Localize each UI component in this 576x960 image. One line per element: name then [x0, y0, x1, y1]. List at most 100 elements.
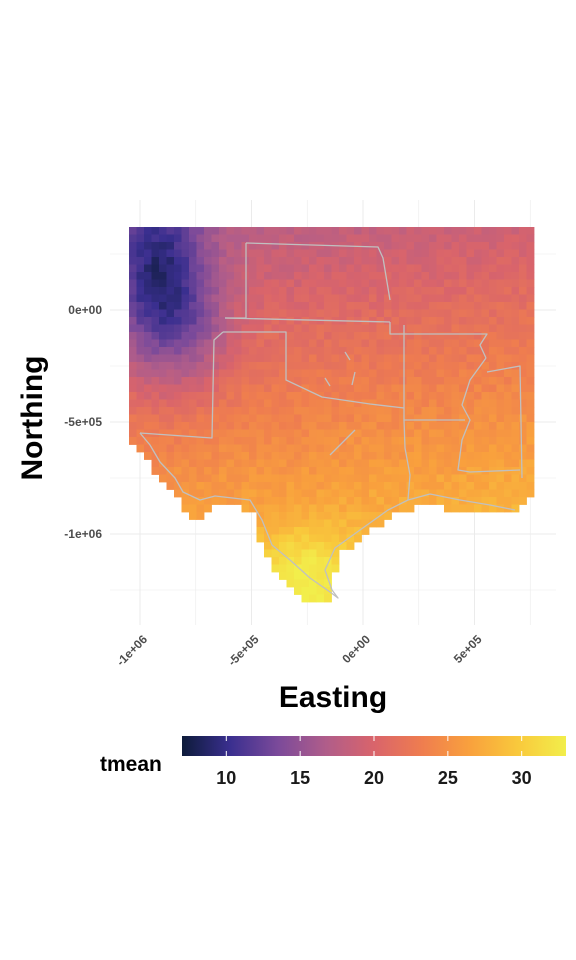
raster-cell — [226, 384, 235, 393]
raster-cell — [234, 414, 242, 423]
raster-cell — [511, 437, 520, 445]
raster-cell — [211, 332, 220, 340]
raster-cell — [466, 227, 475, 235]
raster-cell — [414, 249, 422, 258]
raster-cell — [279, 572, 287, 580]
raster-cell — [226, 489, 235, 498]
raster-cell — [294, 362, 302, 370]
raster-cell — [504, 384, 512, 393]
raster-cell — [294, 549, 302, 558]
raster-cell — [399, 287, 407, 295]
raster-cell — [474, 407, 482, 415]
raster-cell — [414, 257, 422, 265]
y-tick-label: 0e+00 — [68, 303, 102, 317]
raster-cell — [406, 339, 415, 348]
raster-cell — [151, 422, 160, 430]
raster-cell — [436, 362, 445, 370]
raster-cell — [466, 429, 475, 438]
raster-cell — [249, 444, 257, 453]
raster-cell — [286, 564, 295, 573]
raster-cell — [429, 227, 437, 235]
raster-cell — [144, 264, 152, 273]
nebraska-border — [245, 242, 391, 301]
raster-cell — [526, 407, 535, 415]
raster-cell — [369, 392, 377, 400]
raster-cell — [219, 339, 227, 348]
mississippi-river-border — [457, 357, 521, 473]
raster-cell — [384, 317, 392, 325]
raster-cell — [174, 302, 182, 310]
raster-cell — [459, 347, 467, 355]
raster-cell — [496, 309, 505, 318]
raster-cell — [391, 287, 400, 295]
raster-cell — [519, 354, 527, 363]
raster-cell — [234, 489, 242, 498]
raster-cell — [496, 362, 505, 370]
raster-cell — [204, 227, 212, 235]
raster-cell — [219, 407, 227, 415]
raster-cell — [361, 474, 370, 483]
raster-cell — [129, 362, 137, 370]
raster-cell — [399, 227, 407, 235]
raster-cell — [174, 309, 182, 318]
raster-cell — [256, 414, 265, 423]
raster-cell — [504, 332, 512, 340]
raster-cell — [496, 272, 505, 280]
raster-cell — [466, 249, 475, 258]
raster-cell — [181, 369, 190, 378]
raster-cell — [331, 459, 340, 468]
raster-cell — [189, 489, 197, 498]
raster-cell — [496, 497, 505, 505]
raster-cell — [519, 429, 527, 438]
raster-cell — [444, 452, 452, 460]
raster-cell — [301, 444, 310, 453]
raster-cell — [301, 527, 310, 535]
raster-cell — [204, 287, 212, 295]
raster-cell — [204, 474, 212, 483]
raster-cell — [504, 497, 512, 505]
raster-cell — [474, 497, 482, 505]
raster-cell — [511, 429, 520, 438]
raster-cell — [331, 542, 340, 550]
raster-cell — [316, 519, 325, 528]
raster-cell — [249, 392, 257, 400]
raster-cell — [466, 362, 475, 370]
raster-cell — [249, 257, 257, 265]
raster-cell — [174, 369, 182, 378]
raster-cell — [526, 444, 535, 453]
raster-cell — [429, 489, 437, 498]
raster-cell — [136, 384, 145, 393]
raster-cell — [196, 414, 205, 423]
raster-cell — [294, 497, 302, 505]
raster-cell — [466, 347, 475, 355]
raster-cell — [271, 392, 280, 400]
raster-cell — [264, 482, 272, 490]
raster-cell — [264, 422, 272, 430]
texas-gulf-coast — [139, 432, 516, 599]
raster-cell — [346, 519, 355, 528]
lake-detail-2 — [351, 371, 356, 386]
raster-cell — [286, 482, 295, 490]
raster-cell — [384, 377, 392, 385]
raster-cell — [361, 429, 370, 438]
raster-cell — [511, 249, 520, 258]
raster-cell — [384, 324, 392, 333]
raster-cell — [489, 474, 497, 483]
raster-cell — [271, 339, 280, 348]
raster-cell — [219, 347, 227, 355]
raster-cell — [339, 354, 347, 363]
raster-cell — [354, 519, 362, 528]
raster-cell — [526, 234, 535, 243]
raster-cell — [369, 467, 377, 475]
raster-cell — [361, 242, 370, 250]
raster-cell — [451, 467, 460, 475]
raster-cell — [271, 527, 280, 535]
raster-cell — [369, 452, 377, 460]
raster-cell — [489, 482, 497, 490]
raster-cell — [331, 534, 340, 543]
raster-cell — [241, 474, 250, 483]
raster-cell — [354, 249, 362, 258]
raster-cell — [361, 227, 370, 235]
raster-cell — [511, 422, 520, 430]
raster-cell — [391, 309, 400, 318]
